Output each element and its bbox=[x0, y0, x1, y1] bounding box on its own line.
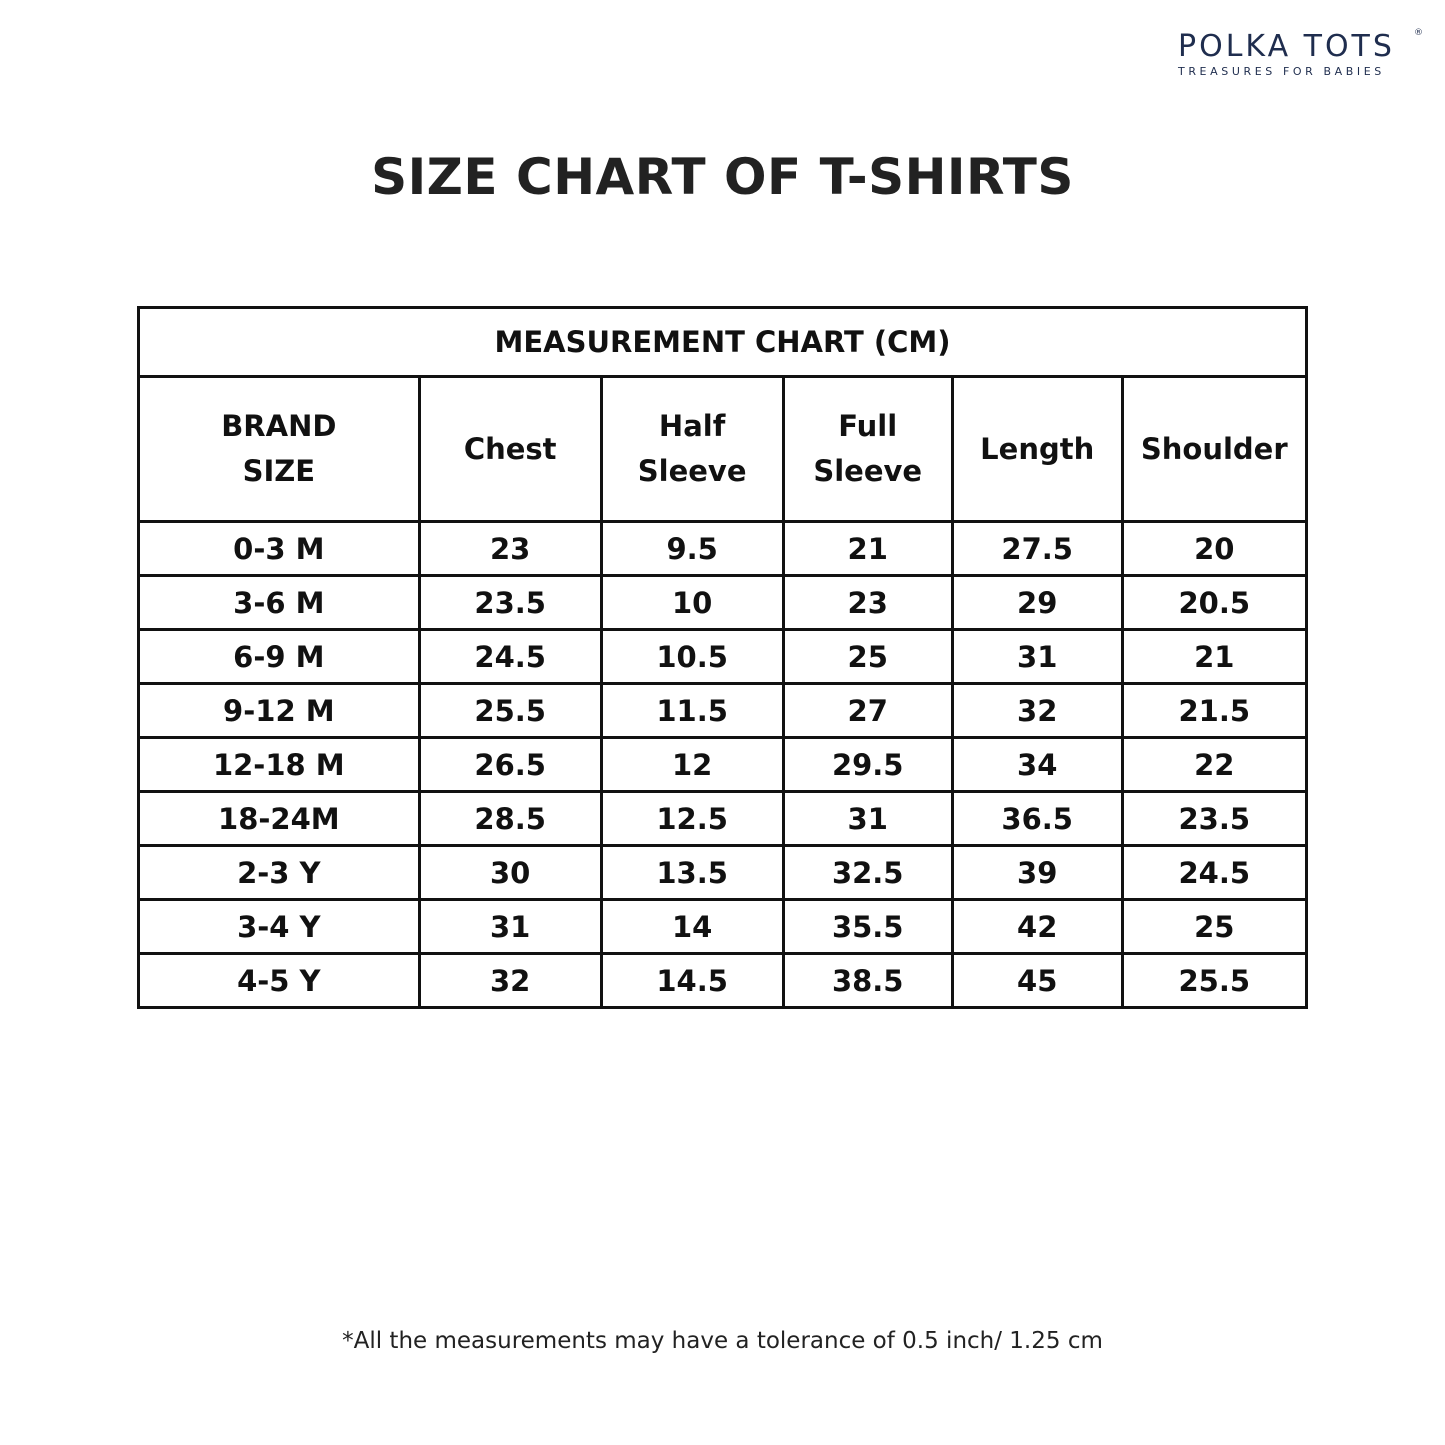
measurement-cell: 25 bbox=[781, 628, 954, 685]
tolerance-note: *All the measurements may have a toleran… bbox=[342, 1328, 1103, 1354]
table-row: 2-3 Y 30 13.5 32.5 39 24.5 bbox=[137, 844, 1309, 901]
measurement-cell: 13.5 bbox=[599, 844, 785, 901]
measurement-cell: 26.5 bbox=[417, 736, 603, 793]
measurement-cell: 20.5 bbox=[1120, 574, 1309, 631]
measurement-cell: 31 bbox=[781, 790, 954, 847]
size-cell: 18-24M bbox=[137, 790, 421, 847]
column-header-line: SIZE bbox=[242, 454, 316, 488]
table-body: 0-3 M 23 9.5 21 27.5 20 3-6 M 23.5 10 23 29 20.5 6-9… bbox=[137, 520, 1309, 1009]
measurement-cell: 28.5 bbox=[417, 790, 603, 847]
size-cell: 12-18 M bbox=[137, 736, 421, 793]
column-header-line: Full bbox=[838, 409, 898, 443]
measurement-cell: 14 bbox=[599, 898, 785, 955]
logo-brand-name: POLKA TOTS bbox=[1178, 29, 1395, 64]
measurement-cell: 29 bbox=[950, 574, 1124, 631]
measurement-cell: 25.5 bbox=[1120, 952, 1309, 1009]
table-row: 18-24M 28.5 12.5 31 36.5 23.5 bbox=[137, 790, 1309, 847]
column-header-line: Chest bbox=[463, 431, 557, 466]
measurement-cell: 10 bbox=[599, 574, 785, 631]
measurement-cell: 21.5 bbox=[1120, 682, 1309, 739]
measurement-cell: 34 bbox=[950, 736, 1124, 793]
table-row: 4-5 Y 32 14.5 38.5 45 25.5 bbox=[137, 952, 1309, 1009]
table-row: 12-18 M 26.5 12 29.5 34 22 bbox=[137, 736, 1309, 793]
measurement-cell: 11.5 bbox=[599, 682, 785, 739]
measurement-cell: 32.5 bbox=[781, 844, 954, 901]
measurement-cell: 27 bbox=[781, 682, 954, 739]
measurement-cell: 23.5 bbox=[1120, 790, 1309, 847]
measurement-cell: 25 bbox=[1120, 898, 1309, 955]
column-header: Half Sleeve bbox=[599, 375, 785, 523]
measurement-cell: 31 bbox=[950, 628, 1124, 685]
size-chart-table: MEASUREMENT CHART (CM) BRAND SIZE Chest Hal… bbox=[137, 306, 1309, 1009]
column-header-line: BRAND bbox=[221, 409, 337, 443]
measurement-cell: 21 bbox=[1120, 628, 1309, 685]
measurement-cell: 24.5 bbox=[1120, 844, 1309, 901]
column-header-line: Shoulder bbox=[1140, 431, 1288, 466]
size-cell: 3-6 M bbox=[137, 574, 421, 631]
measurement-cell: 32 bbox=[950, 682, 1124, 739]
column-header: Length bbox=[950, 375, 1124, 523]
page-title: SIZE CHART OF T-SHIRTS bbox=[371, 148, 1074, 206]
measurement-cell: 9.5 bbox=[599, 520, 785, 577]
column-header-line: Half bbox=[658, 409, 726, 443]
measurement-cell: 23 bbox=[781, 574, 954, 631]
measurement-cell: 35.5 bbox=[781, 898, 954, 955]
measurement-cell: 20 bbox=[1120, 520, 1309, 577]
column-header: BRAND SIZE bbox=[137, 375, 421, 523]
column-header-line: Length bbox=[980, 431, 1095, 466]
column-header: Chest bbox=[417, 375, 603, 523]
column-header: Shoulder bbox=[1120, 375, 1309, 523]
measurement-cell: 21 bbox=[781, 520, 954, 577]
table-row: 6-9 M 24.5 10.5 25 31 21 bbox=[137, 628, 1309, 685]
brand-logo: POLKA TOTS ® TREASURES FOR BABIES bbox=[1178, 28, 1428, 79]
measurement-cell: 38.5 bbox=[781, 952, 954, 1009]
measurement-cell: 31 bbox=[417, 898, 603, 955]
size-cell: 2-3 Y bbox=[137, 844, 421, 901]
registered-mark: ® bbox=[1414, 28, 1423, 38]
size-cell: 4-5 Y bbox=[137, 952, 421, 1009]
size-cell: 3-4 Y bbox=[137, 898, 421, 955]
measurement-cell: 23.5 bbox=[417, 574, 603, 631]
measurement-cell: 42 bbox=[950, 898, 1124, 955]
column-header-line: Sleeve bbox=[637, 454, 747, 488]
measurement-cell: 12 bbox=[599, 736, 785, 793]
table-row: 3-4 Y 31 14 35.5 42 25 bbox=[137, 898, 1309, 955]
measurement-cell: 24.5 bbox=[417, 628, 603, 685]
measurement-cell: 32 bbox=[417, 952, 603, 1009]
measurement-cell: 14.5 bbox=[599, 952, 785, 1009]
measurement-cell: 30 bbox=[417, 844, 603, 901]
measurement-cell: 12.5 bbox=[599, 790, 785, 847]
header-row: BRAND SIZE Chest Half Sleeve Full Sleeve Length… bbox=[137, 375, 1309, 523]
logo-tagline: TREASURES FOR BABIES bbox=[1178, 65, 1385, 78]
size-cell: 0-3 M bbox=[137, 520, 421, 577]
table-row: 3-6 M 23.5 10 23 29 20.5 bbox=[137, 574, 1309, 631]
table-caption: MEASUREMENT CHART (CM) bbox=[137, 306, 1308, 378]
measurement-cell: 36.5 bbox=[950, 790, 1124, 847]
measurement-cell: 29.5 bbox=[781, 736, 954, 793]
size-cell: 9-12 M bbox=[137, 682, 421, 739]
column-header: Full Sleeve bbox=[781, 375, 954, 523]
measurement-cell: 10.5 bbox=[599, 628, 785, 685]
measurement-cell: 39 bbox=[950, 844, 1124, 901]
measurement-cell: 27.5 bbox=[950, 520, 1124, 577]
measurement-cell: 45 bbox=[950, 952, 1124, 1009]
table-row: 0-3 M 23 9.5 21 27.5 20 bbox=[137, 520, 1309, 577]
size-cell: 6-9 M bbox=[137, 628, 421, 685]
measurement-cell: 22 bbox=[1120, 736, 1309, 793]
table-row: 9-12 M 25.5 11.5 27 32 21.5 bbox=[137, 682, 1309, 739]
measurement-cell: 25.5 bbox=[417, 682, 603, 739]
column-header-line: Sleeve bbox=[813, 454, 923, 488]
measurement-cell: 23 bbox=[417, 520, 603, 577]
